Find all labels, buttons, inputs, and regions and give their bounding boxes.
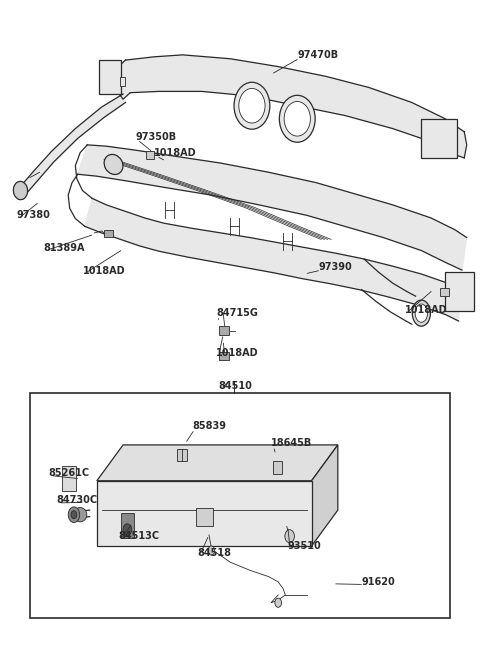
Text: 1018AD: 1018AD (83, 265, 125, 276)
Circle shape (123, 524, 132, 536)
Text: 97350B: 97350B (135, 132, 176, 142)
Bar (62, 466, 76, 491)
Bar (104, 230, 113, 238)
Circle shape (208, 546, 215, 555)
Polygon shape (78, 145, 467, 270)
Ellipse shape (284, 102, 311, 136)
Text: 85839: 85839 (192, 421, 226, 432)
Bar (196, 508, 213, 527)
Circle shape (285, 530, 294, 543)
Text: 84730C: 84730C (56, 495, 97, 505)
Ellipse shape (13, 181, 28, 200)
Ellipse shape (279, 96, 315, 142)
Ellipse shape (73, 508, 87, 522)
Ellipse shape (239, 88, 265, 123)
Bar (120, 513, 134, 538)
Text: 84518: 84518 (197, 548, 231, 558)
Text: 97380: 97380 (17, 210, 50, 220)
Ellipse shape (412, 300, 431, 326)
Bar (120, 77, 125, 86)
Text: 1018AD: 1018AD (216, 348, 259, 358)
Circle shape (68, 507, 80, 523)
Bar (146, 151, 154, 159)
Text: 1018AD: 1018AD (154, 148, 197, 158)
Ellipse shape (104, 155, 123, 174)
Text: 81389A: 81389A (43, 243, 85, 253)
Bar (445, 272, 474, 311)
Bar (421, 119, 457, 158)
Polygon shape (125, 55, 464, 158)
Polygon shape (114, 60, 130, 99)
Bar (441, 288, 449, 296)
Polygon shape (22, 94, 125, 197)
Circle shape (71, 511, 77, 519)
Polygon shape (85, 198, 459, 321)
Text: 97390: 97390 (319, 262, 352, 272)
Text: 1018AD: 1018AD (405, 305, 447, 314)
Text: 91620: 91620 (362, 576, 396, 587)
Polygon shape (312, 445, 338, 546)
Polygon shape (97, 445, 338, 481)
Bar (99, 60, 120, 94)
Polygon shape (97, 481, 312, 546)
Text: 97470B: 97470B (297, 50, 338, 60)
Bar (30, 393, 450, 618)
Text: 84715G: 84715G (216, 308, 258, 318)
Text: 84513C: 84513C (118, 531, 159, 541)
Circle shape (275, 598, 281, 607)
Bar (177, 449, 187, 461)
Text: 18645B: 18645B (271, 438, 312, 449)
Ellipse shape (234, 83, 270, 129)
Bar (219, 352, 228, 360)
Ellipse shape (415, 304, 428, 322)
Bar (274, 460, 282, 474)
Text: 93510: 93510 (288, 542, 322, 552)
Bar (218, 326, 229, 335)
Text: 85261C: 85261C (48, 468, 89, 477)
Text: 84510: 84510 (218, 381, 252, 391)
